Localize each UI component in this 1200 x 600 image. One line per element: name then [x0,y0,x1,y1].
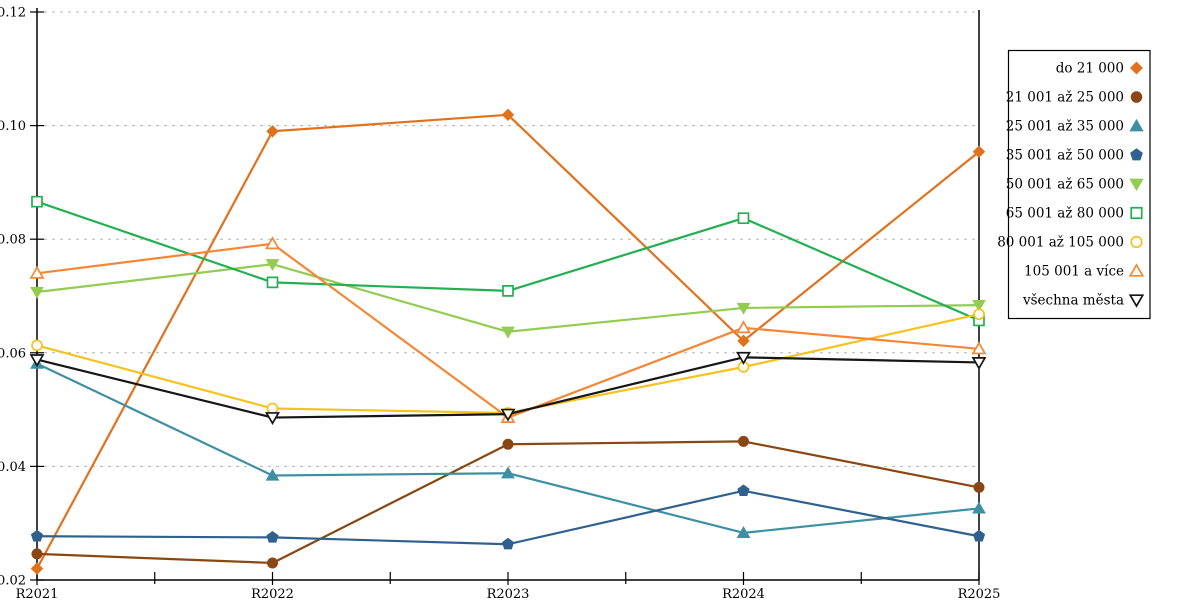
x-axis-tick-label: R2022 [251,587,294,600]
series-marker-pentagon-filled [737,484,750,497]
series-marker-diamond-filled [30,562,44,575]
series-marker-triangle-up-filled [265,468,280,481]
legend-item-label: do 21 000 [1056,61,1124,77]
series-marker-triangle-down-filled [972,299,986,312]
series-marker-circle-open [266,402,279,415]
legend-item-label: 80 001 až 105 000 [997,235,1124,251]
series-marker-circle-filled [1130,91,1143,103]
y-axis-tick-label: 0.10 [0,119,26,134]
series-line [36,113,980,570]
series-marker-diamond-filled [266,125,279,138]
series-marker-square-open [266,276,279,289]
legend-item-label: 105 001 a více [1024,264,1124,280]
series-marker-circle-open [31,339,43,352]
legend-item-label: všechna města [1022,293,1124,309]
series-marker-pentagon-filled [30,529,44,542]
series-marker-triangle-up-filled [972,501,986,514]
x-axis-tick-label: R2024 [722,587,765,600]
series-marker-triangle-up-open [29,265,45,279]
series-marker-pentagon-filled [972,529,986,542]
series-marker-triangle-up-filled [501,466,515,479]
legend-item-label: 25 001 až 35 000 [1006,119,1124,135]
series-line [36,263,980,333]
series-marker-triangle-down-open [971,357,987,370]
series-marker-triangle-down-open [500,408,516,422]
series-marker-triangle-down-open [736,351,751,365]
y-axis-tick-label: 0.12 [0,6,26,21]
series-marker-circle-open [1130,235,1143,249]
series-marker-triangle-down-filled [736,302,751,315]
series-marker-square-open [737,212,750,225]
legend-item-label: 21 001 až 25 000 [1006,90,1124,106]
series-marker-triangle-down-open [265,412,280,426]
legend-box [1007,49,1151,320]
series-marker-diamond-filled [737,334,750,348]
series-marker-diamond-filled [972,145,986,158]
series-marker-circle-filled [267,557,278,569]
series-marker-diamond-filled [501,108,515,122]
x-axis-tick-label: R2025 [958,587,1001,600]
series-marker-triangle-down-filled [30,286,44,299]
series-marker-triangle-down-open [1128,294,1145,308]
series-marker-triangle-up-filled [1129,118,1144,132]
series-marker-triangle-down-open [29,354,45,368]
series-marker-triangle-up-open [971,341,987,355]
series-marker-circle-open [973,308,985,321]
series-marker-square-open [31,195,43,208]
y-axis-tick-label: 0.06 [0,346,26,361]
series-marker-triangle-down-filled [501,326,515,339]
series-marker-diamond-filled [1130,61,1143,75]
legend-item-label: 35 001 až 50 000 [1006,148,1124,164]
series-marker-circle-filled [31,548,43,560]
series-marker-pentagon-filled [1130,148,1143,161]
x-axis-tick-label: R2023 [487,587,530,600]
x-axis-tick-label: R2021 [16,587,59,600]
y-axis-tick-label: 0.02 [0,574,26,589]
series-marker-triangle-up-open [265,236,280,250]
series-marker-circle-filled [973,481,985,493]
series-marker-circle-filled [738,435,749,447]
series-marker-pentagon-filled [266,530,279,543]
series-line [36,489,980,546]
legend-item-label: 50 001 až 65 000 [1006,177,1124,193]
y-axis-tick-label: 0.04 [0,460,26,475]
y-axis-tick-label: 0.08 [0,233,26,248]
series-marker-triangle-up-open [736,320,751,334]
series-marker-square-open [1130,206,1143,220]
series-marker-triangle-up-filled [736,526,751,538]
series-line [36,200,980,322]
series-marker-circle-filled [502,438,514,450]
series-marker-triangle-down-filled [1129,178,1144,192]
series-marker-triangle-down-filled [265,259,280,271]
series-marker-pentagon-filled [501,537,515,550]
series-marker-triangle-up-open [1128,263,1145,277]
series-marker-square-open [502,285,514,297]
legend-item-label: 65 001 až 80 000 [1006,206,1124,222]
